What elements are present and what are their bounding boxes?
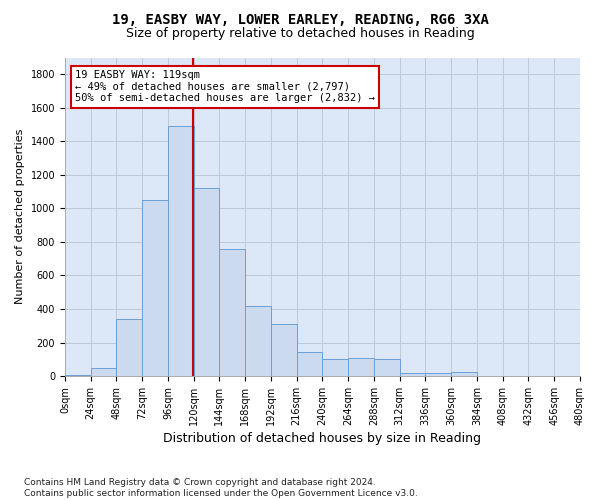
Text: Size of property relative to detached houses in Reading: Size of property relative to detached ho… xyxy=(125,28,475,40)
Bar xyxy=(322,360,348,376)
Bar xyxy=(296,352,322,376)
Bar xyxy=(220,248,245,376)
Bar xyxy=(425,372,451,376)
X-axis label: Distribution of detached houses by size in Reading: Distribution of detached houses by size … xyxy=(163,432,481,445)
Bar xyxy=(348,358,374,376)
Text: 19 EASBY WAY: 119sqm
← 49% of detached houses are smaller (2,797)
50% of semi-de: 19 EASBY WAY: 119sqm ← 49% of detached h… xyxy=(75,70,375,103)
Bar xyxy=(65,375,91,376)
Y-axis label: Number of detached properties: Number of detached properties xyxy=(15,129,25,304)
Bar xyxy=(451,372,477,376)
Bar xyxy=(400,372,425,376)
Text: 19, EASBY WAY, LOWER EARLEY, READING, RG6 3XA: 19, EASBY WAY, LOWER EARLEY, READING, RG… xyxy=(112,12,488,26)
Bar xyxy=(271,324,296,376)
Bar xyxy=(168,126,194,376)
Bar xyxy=(91,368,116,376)
Text: Contains HM Land Registry data © Crown copyright and database right 2024.
Contai: Contains HM Land Registry data © Crown c… xyxy=(24,478,418,498)
Bar xyxy=(374,360,400,376)
Bar xyxy=(142,200,168,376)
Bar xyxy=(245,306,271,376)
Bar xyxy=(116,319,142,376)
Bar xyxy=(194,188,220,376)
